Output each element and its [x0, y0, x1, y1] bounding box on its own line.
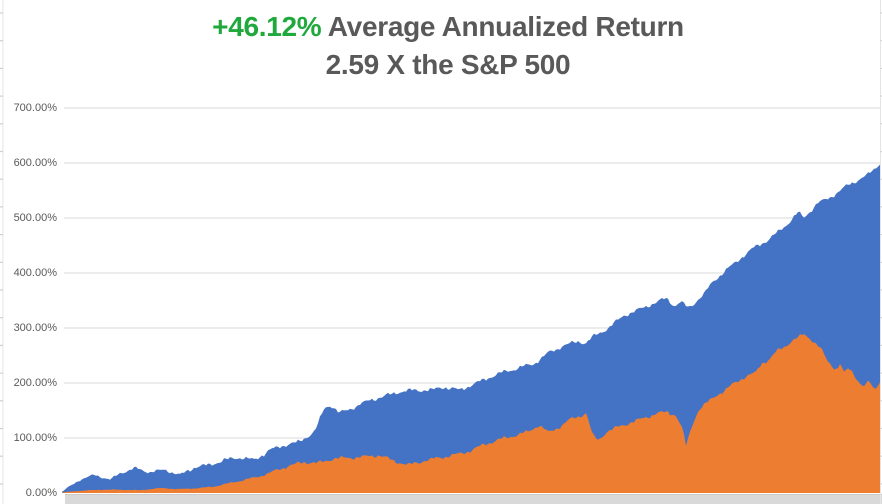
- y-axis-label: 500.00%: [13, 212, 57, 224]
- y-axis-label: 200.00%: [13, 377, 57, 389]
- blue-area-series: [62, 164, 880, 493]
- y-gridlines: [64, 107, 880, 439]
- y-axis-label: 600.00%: [13, 157, 57, 169]
- x-axis-band: [65, 494, 882, 504]
- y-axis-label: 400.00%: [13, 267, 57, 279]
- y-axis-label: 100.00%: [13, 432, 57, 444]
- orange-area-series: [62, 334, 880, 493]
- y-axis-label: 700.00%: [13, 102, 57, 114]
- chart-title: +46.12% Average Annualized Return 2.59 X…: [14, 8, 882, 84]
- y-axis-label: 300.00%: [13, 322, 57, 334]
- title-return-highlight: +46.12%: [212, 11, 322, 42]
- title-line1-rest: Average Annualized Return: [321, 11, 684, 42]
- series-areas: [62, 164, 880, 493]
- chart-title-line2: 2.59 X the S&P 500: [325, 49, 571, 80]
- y-axis-label: 0.00%: [25, 487, 57, 499]
- chart-title-line1: +46.12% Average Annualized Return: [14, 8, 882, 46]
